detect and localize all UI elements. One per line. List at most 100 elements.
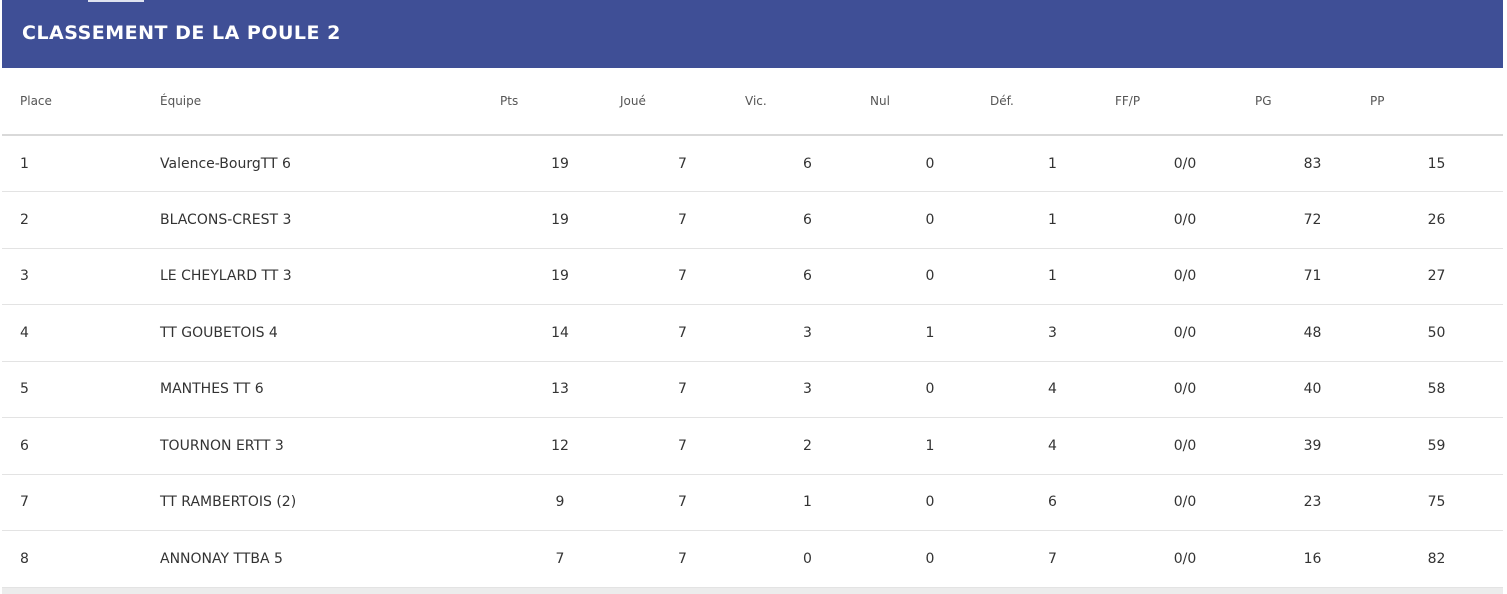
- cell-points: 12: [551, 437, 569, 454]
- cell-team: MANTHES TT 6: [160, 381, 264, 398]
- cell-draws: 1: [925, 437, 935, 454]
- cell-wins: 1: [803, 494, 812, 511]
- cell-wins: 6: [803, 211, 812, 228]
- column-header-played[interactable]: Joué: [620, 94, 646, 108]
- cell-forfeits: 0/0: [1173, 437, 1197, 454]
- cell-forfeits: 0/0: [1173, 211, 1197, 228]
- cell-place: 1: [20, 155, 29, 172]
- cell-games-won: 48: [1303, 324, 1322, 341]
- cell-played: 7: [678, 155, 687, 172]
- cell-wins: 0: [803, 550, 812, 567]
- cell-games-lost: 82: [1427, 550, 1446, 567]
- cell-games-won: 23: [1303, 494, 1322, 511]
- cell-forfeits: 0/0: [1173, 381, 1197, 398]
- footer-strip: [2, 588, 1503, 594]
- page-title: CLASSEMENT DE LA POULE 2: [22, 22, 341, 44]
- standings-body: 1 Valence-BourgTT 6 19 7 6 0 1 0/0 83 15 2 BLACONS-…: [2, 135, 1503, 587]
- cell-draws: 0: [925, 155, 935, 172]
- cell-points: 14: [551, 324, 569, 341]
- column-header-games-won[interactable]: PG: [1255, 94, 1272, 108]
- cell-team: Valence-BourgTT 6: [160, 155, 291, 172]
- column-header-wins[interactable]: Vic.: [745, 94, 767, 108]
- cell-played: 7: [678, 381, 687, 398]
- cell-losses: 3: [1048, 324, 1057, 341]
- cell-points: 19: [551, 155, 569, 172]
- cell-losses: 4: [1048, 381, 1057, 398]
- cell-games-won: 83: [1303, 155, 1322, 172]
- cell-forfeits: 0/0: [1173, 494, 1197, 511]
- cell-games-won: 40: [1303, 381, 1322, 398]
- table-row[interactable]: 4 TT GOUBETOIS 4 14 7 3 1 3 0/0 48 50: [2, 305, 1503, 361]
- cell-draws: 0: [925, 211, 935, 228]
- cell-place: 2: [20, 211, 29, 228]
- cell-played: 7: [678, 211, 687, 228]
- cell-team: TT RAMBERTOIS (2): [160, 494, 297, 511]
- column-header-team[interactable]: Équipe: [160, 94, 202, 108]
- cell-draws: 1: [925, 324, 935, 341]
- cell-team: ANNONAY TTBA 5: [160, 550, 283, 567]
- cell-team: TOURNON ERTT 3: [160, 437, 284, 454]
- table-row[interactable]: 2 BLACONS-CREST 3 19 7 6 0 1 0/0 72 26: [2, 192, 1503, 248]
- cell-losses: 7: [1048, 550, 1057, 567]
- cell-losses: 1: [1048, 155, 1057, 172]
- cell-played: 7: [678, 324, 687, 341]
- panel-header: CLASSEMENT DE LA POULE 2: [2, 0, 1503, 68]
- cell-forfeits: 0/0: [1173, 324, 1197, 341]
- cell-forfeits: 0/0: [1173, 550, 1197, 567]
- cell-draws: 0: [925, 550, 935, 567]
- standings-table: Place Équipe Pts Joué Vic. Nul Déf. FF/P…: [2, 68, 1503, 588]
- cell-games-lost: 27: [1427, 268, 1446, 285]
- cell-forfeits: 0/0: [1173, 268, 1197, 285]
- cell-points: 19: [551, 268, 569, 285]
- cell-place: 5: [20, 381, 29, 398]
- cell-team: LE CHEYLARD TT 3: [160, 268, 292, 285]
- cell-losses: 6: [1048, 494, 1057, 511]
- cell-place: 6: [20, 437, 29, 454]
- table-row[interactable]: 3 LE CHEYLARD TT 3 19 7 6 0 1 0/0 71 27: [2, 248, 1503, 305]
- cell-forfeits: 0/0: [1173, 155, 1197, 172]
- cell-games-won: 16: [1303, 550, 1322, 567]
- cell-draws: 0: [925, 494, 935, 511]
- column-header-place[interactable]: Place: [20, 94, 52, 108]
- column-header-draws[interactable]: Nul: [870, 94, 890, 108]
- cell-points: 19: [551, 211, 569, 228]
- cell-wins: 6: [803, 268, 812, 285]
- column-header-forfeits[interactable]: FF/P: [1115, 94, 1141, 108]
- cell-losses: 1: [1048, 211, 1057, 228]
- cell-team: BLACONS-CREST 3: [160, 211, 292, 228]
- cell-place: 8: [20, 550, 29, 567]
- cell-losses: 4: [1048, 437, 1057, 454]
- table-row[interactable]: 1 Valence-BourgTT 6 19 7 6 0 1 0/0 83 15: [2, 135, 1503, 192]
- cell-place: 7: [20, 494, 29, 511]
- cell-played: 7: [678, 494, 687, 511]
- cell-team: TT GOUBETOIS 4: [160, 324, 278, 341]
- table-row[interactable]: 6 TOURNON ERTT 3 12 7 2 1 4 0/0 39 59: [2, 418, 1503, 474]
- cell-games-lost: 59: [1427, 437, 1446, 454]
- cell-wins: 3: [803, 381, 812, 398]
- cell-wins: 6: [803, 155, 812, 172]
- column-header-games-lost[interactable]: PP: [1370, 94, 1385, 108]
- table-header-row: Place Équipe Pts Joué Vic. Nul Déf. FF/P…: [2, 68, 1503, 135]
- cell-wins: 2: [803, 437, 812, 454]
- cell-games-won: 72: [1303, 211, 1322, 228]
- column-header-points[interactable]: Pts: [500, 94, 519, 108]
- cell-draws: 0: [925, 381, 935, 398]
- cell-games-lost: 15: [1427, 155, 1446, 172]
- cell-points: 13: [551, 381, 569, 398]
- cell-games-lost: 58: [1427, 381, 1446, 398]
- column-header-losses[interactable]: Déf.: [990, 94, 1014, 108]
- table-row[interactable]: 7 TT RAMBERTOIS (2) 9 7 1 0 6 0/0 23 75: [2, 474, 1503, 531]
- cell-place: 3: [20, 268, 29, 285]
- cell-played: 7: [678, 268, 687, 285]
- cell-wins: 3: [803, 324, 812, 341]
- cell-games-won: 71: [1303, 268, 1322, 285]
- table-row[interactable]: 8 ANNONAY TTBA 5 7 7 0 0 7 0/0 16 82: [2, 531, 1503, 587]
- cell-points: 7: [555, 550, 565, 567]
- table-row[interactable]: 5 MANTHES TT 6 13 7 3 0 4 0/0 40 58: [2, 361, 1503, 418]
- cell-games-lost: 26: [1427, 211, 1446, 228]
- cell-games-lost: 75: [1427, 494, 1446, 511]
- header-tab-indicator: [88, 0, 144, 2]
- cell-games-lost: 50: [1427, 324, 1446, 341]
- cell-place: 4: [20, 324, 29, 341]
